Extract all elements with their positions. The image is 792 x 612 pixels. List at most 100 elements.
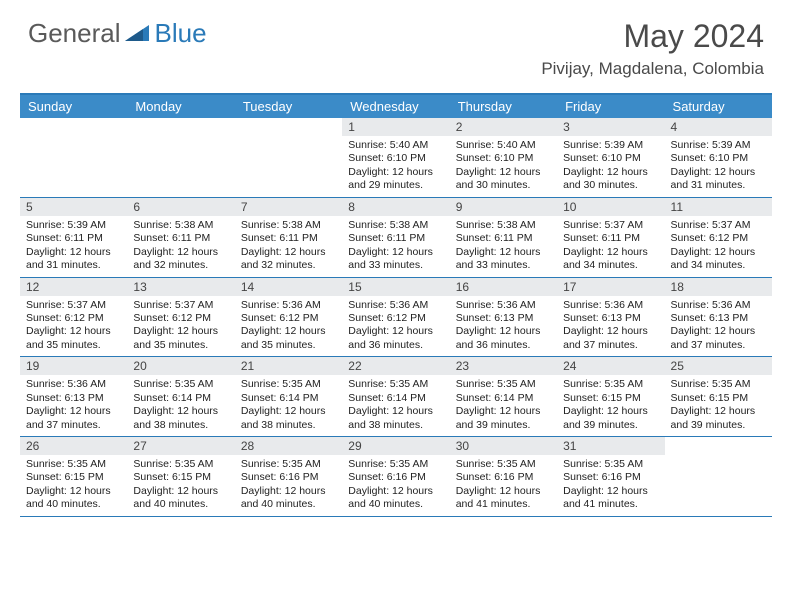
day-cell: 7Sunrise: 5:38 AMSunset: 6:11 PMDaylight… xyxy=(235,198,342,277)
day-content: Sunrise: 5:35 AMSunset: 6:14 PMDaylight:… xyxy=(450,375,557,436)
day-number: 15 xyxy=(342,278,449,296)
sunrise-line: Sunrise: 5:40 AM xyxy=(348,139,443,152)
sunrise-line: Sunrise: 5:38 AM xyxy=(133,219,228,232)
day-content: Sunrise: 5:40 AMSunset: 6:10 PMDaylight:… xyxy=(450,136,557,197)
day-cell: 18Sunrise: 5:36 AMSunset: 6:13 PMDayligh… xyxy=(665,278,772,357)
day-cell: 8Sunrise: 5:38 AMSunset: 6:11 PMDaylight… xyxy=(342,198,449,277)
day-number: 3 xyxy=(557,118,664,136)
day-number: 11 xyxy=(665,198,772,216)
day-number: 19 xyxy=(20,357,127,375)
daylight-line: Daylight: 12 hours and 31 minutes. xyxy=(26,246,121,273)
daylight-line: Daylight: 12 hours and 38 minutes. xyxy=(133,405,228,432)
day-cell: 23Sunrise: 5:35 AMSunset: 6:14 PMDayligh… xyxy=(450,357,557,436)
sunset-line: Sunset: 6:13 PM xyxy=(456,312,551,325)
sunrise-line: Sunrise: 5:39 AM xyxy=(671,139,766,152)
day-cell: 15Sunrise: 5:36 AMSunset: 6:12 PMDayligh… xyxy=(342,278,449,357)
title-block: May 2024 Pivijay, Magdalena, Colombia xyxy=(541,18,764,79)
sunset-line: Sunset: 6:14 PM xyxy=(456,392,551,405)
daylight-line: Daylight: 12 hours and 40 minutes. xyxy=(241,485,336,512)
day-cell xyxy=(665,437,772,516)
day-content: Sunrise: 5:35 AMSunset: 6:14 PMDaylight:… xyxy=(342,375,449,436)
day-number: 27 xyxy=(127,437,234,455)
day-content: Sunrise: 5:35 AMSunset: 6:16 PMDaylight:… xyxy=(235,455,342,516)
sunrise-line: Sunrise: 5:35 AM xyxy=(456,458,551,471)
day-cell: 5Sunrise: 5:39 AMSunset: 6:11 PMDaylight… xyxy=(20,198,127,277)
daylight-line: Daylight: 12 hours and 39 minutes. xyxy=(563,405,658,432)
sunset-line: Sunset: 6:10 PM xyxy=(563,152,658,165)
day-content: Sunrise: 5:35 AMSunset: 6:16 PMDaylight:… xyxy=(342,455,449,516)
sunset-line: Sunset: 6:12 PM xyxy=(26,312,121,325)
daylight-line: Daylight: 12 hours and 40 minutes. xyxy=(348,485,443,512)
sunrise-line: Sunrise: 5:35 AM xyxy=(241,458,336,471)
day-cell: 14Sunrise: 5:36 AMSunset: 6:12 PMDayligh… xyxy=(235,278,342,357)
day-number: 26 xyxy=(20,437,127,455)
day-number: 24 xyxy=(557,357,664,375)
day-content: Sunrise: 5:39 AMSunset: 6:10 PMDaylight:… xyxy=(557,136,664,197)
sunrise-line: Sunrise: 5:39 AM xyxy=(563,139,658,152)
day-cell xyxy=(127,118,234,197)
day-cell: 12Sunrise: 5:37 AMSunset: 6:12 PMDayligh… xyxy=(20,278,127,357)
sunset-line: Sunset: 6:12 PM xyxy=(348,312,443,325)
day-cell: 27Sunrise: 5:35 AMSunset: 6:15 PMDayligh… xyxy=(127,437,234,516)
day-content: Sunrise: 5:36 AMSunset: 6:12 PMDaylight:… xyxy=(342,296,449,357)
sunrise-line: Sunrise: 5:35 AM xyxy=(456,378,551,391)
day-number xyxy=(665,437,772,455)
logo-text-general: General xyxy=(28,18,121,49)
sunrise-line: Sunrise: 5:38 AM xyxy=(348,219,443,232)
day-cell: 16Sunrise: 5:36 AMSunset: 6:13 PMDayligh… xyxy=(450,278,557,357)
day-cell: 17Sunrise: 5:36 AMSunset: 6:13 PMDayligh… xyxy=(557,278,664,357)
daylight-line: Daylight: 12 hours and 39 minutes. xyxy=(456,405,551,432)
daylight-line: Daylight: 12 hours and 30 minutes. xyxy=(456,166,551,193)
day-number: 31 xyxy=(557,437,664,455)
sunset-line: Sunset: 6:14 PM xyxy=(348,392,443,405)
sunrise-line: Sunrise: 5:39 AM xyxy=(26,219,121,232)
sunset-line: Sunset: 6:11 PM xyxy=(348,232,443,245)
day-number: 10 xyxy=(557,198,664,216)
day-header-row: SundayMondayTuesdayWednesdayThursdayFrid… xyxy=(20,95,772,118)
day-cell: 24Sunrise: 5:35 AMSunset: 6:15 PMDayligh… xyxy=(557,357,664,436)
day-content: Sunrise: 5:35 AMSunset: 6:15 PMDaylight:… xyxy=(665,375,772,436)
day-header: Sunday xyxy=(20,95,127,118)
logo-triangle-icon xyxy=(125,23,153,45)
sunrise-line: Sunrise: 5:38 AM xyxy=(456,219,551,232)
day-cell: 3Sunrise: 5:39 AMSunset: 6:10 PMDaylight… xyxy=(557,118,664,197)
day-content: Sunrise: 5:38 AMSunset: 6:11 PMDaylight:… xyxy=(450,216,557,277)
daylight-line: Daylight: 12 hours and 32 minutes. xyxy=(241,246,336,273)
day-number: 7 xyxy=(235,198,342,216)
day-cell xyxy=(235,118,342,197)
sunrise-line: Sunrise: 5:36 AM xyxy=(456,299,551,312)
day-number: 22 xyxy=(342,357,449,375)
day-header: Monday xyxy=(127,95,234,118)
week-row: 5 Sunrise: 5:39 AM Sunset: 6:11 PM Daylight… xyxy=(20,198,772,278)
day-number: 5 xyxy=(20,198,127,216)
day-number: 23 xyxy=(450,357,557,375)
day-cell: 28Sunrise: 5:35 AMSunset: 6:16 PMDayligh… xyxy=(235,437,342,516)
page-title: May 2024 xyxy=(541,18,764,55)
day-cell xyxy=(20,118,127,197)
logo-text-blue: Blue xyxy=(155,18,207,49)
sunrise-line: Sunrise: 5:36 AM xyxy=(563,299,658,312)
sunset-line: Sunset: 6:12 PM xyxy=(241,312,336,325)
sunrise-line: Sunrise: 5:37 AM xyxy=(26,299,121,312)
sunrise-line: Sunrise: 5:35 AM xyxy=(133,458,228,471)
day-cell: 22Sunrise: 5:35 AMSunset: 6:14 PMDayligh… xyxy=(342,357,449,436)
sunrise-line: Sunrise: 5:35 AM xyxy=(241,378,336,391)
day-number: 18 xyxy=(665,278,772,296)
day-cell: 1Sunrise: 5:40 AMSunset: 6:10 PMDaylight… xyxy=(342,118,449,197)
weeks-container: 1Sunrise: 5:40 AMSunset: 6:10 PMDaylight… xyxy=(20,118,772,517)
location-text: Pivijay, Magdalena, Colombia xyxy=(541,59,764,79)
day-header: Saturday xyxy=(665,95,772,118)
daylight-line: Daylight: 12 hours and 32 minutes. xyxy=(133,246,228,273)
sunset-line: Sunset: 6:13 PM xyxy=(563,312,658,325)
daylight-line: Daylight: 12 hours and 36 minutes. xyxy=(348,325,443,352)
sunrise-line: Sunrise: 5:37 AM xyxy=(563,219,658,232)
sunrise-line: Sunrise: 5:35 AM xyxy=(563,378,658,391)
day-content: Sunrise: 5:38 AMSunset: 6:11 PMDaylight:… xyxy=(127,216,234,277)
day-number: 25 xyxy=(665,357,772,375)
day-content: Sunrise: 5:35 AMSunset: 6:15 PMDaylight:… xyxy=(557,375,664,436)
day-cell: 21Sunrise: 5:35 AMSunset: 6:14 PMDayligh… xyxy=(235,357,342,436)
sunset-line: Sunset: 6:16 PM xyxy=(241,471,336,484)
day-number xyxy=(235,118,342,136)
daylight-line: Daylight: 12 hours and 38 minutes. xyxy=(348,405,443,432)
daylight-line: Daylight: 12 hours and 34 minutes. xyxy=(563,246,658,273)
